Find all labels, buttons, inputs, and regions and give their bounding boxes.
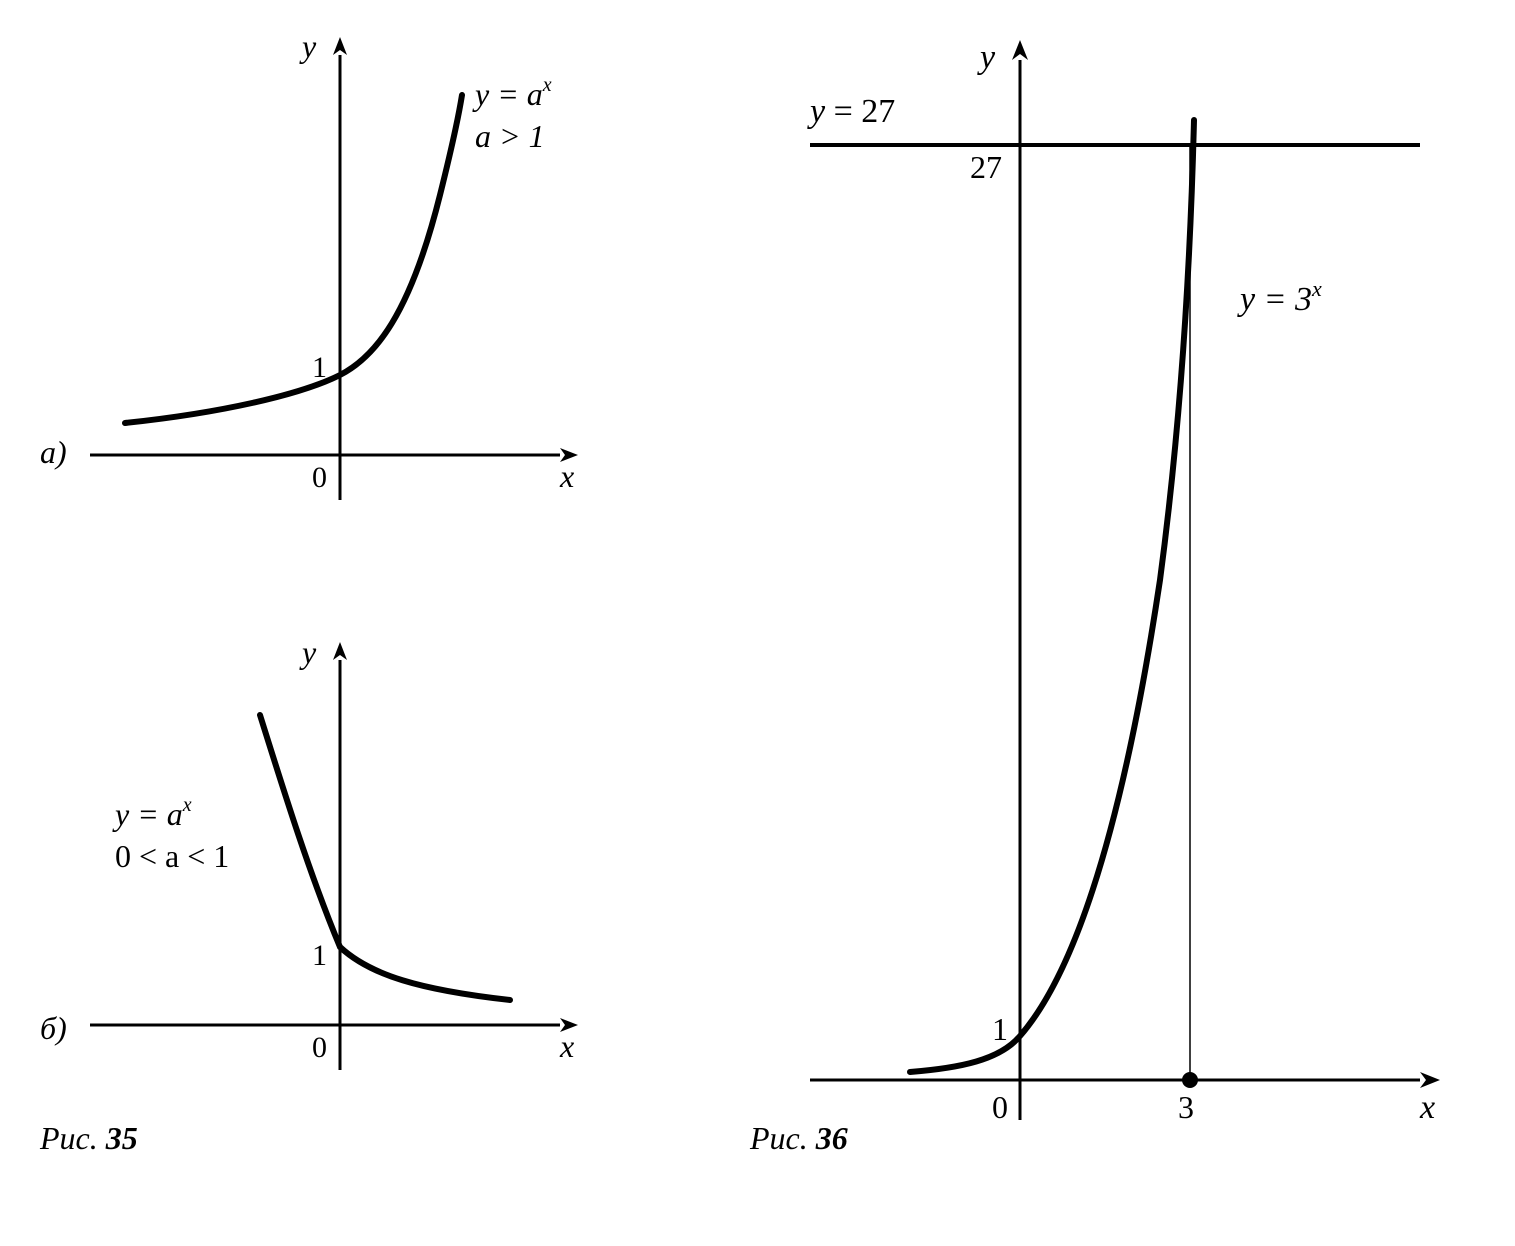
eq-a: y = ax [472, 74, 552, 112]
cond-a: a > 1 [475, 118, 545, 154]
y-label: y [299, 634, 317, 670]
y-label: y [977, 39, 996, 76]
x-label: x [1419, 1089, 1435, 1126]
y-arrow [333, 37, 347, 55]
fig36: y x 0 1 3 27 y = 27 y = 3x [720, 20, 1480, 1150]
hline-label: y = 27 [807, 93, 895, 130]
y-arrow [1012, 40, 1028, 60]
curve-a-lt-1 [260, 715, 510, 1000]
x-label: x [559, 1028, 574, 1064]
fig35a: y x 0 1 y = ax a > 1 [30, 10, 590, 510]
y-arrow [333, 642, 347, 660]
y-label: y [299, 28, 317, 64]
point-3 [1182, 1072, 1198, 1088]
x-arrow [1420, 1072, 1440, 1088]
origin-label: 0 [312, 1031, 327, 1064]
one-label: 1 [312, 939, 327, 972]
origin-label: 0 [312, 461, 327, 494]
sublabel-a: а) [40, 434, 67, 471]
sublabel-b: б) [40, 1010, 67, 1047]
fig36-caption: Рис. 36 [750, 1120, 848, 1157]
hline-y-label: 27 [970, 149, 1002, 185]
one-label: 1 [992, 1011, 1008, 1047]
fig35-caption: Рис. 35 [40, 1120, 138, 1157]
x-tick-3: 3 [1178, 1089, 1194, 1125]
eq-b: y = ax [112, 794, 192, 832]
eq-36: y = 3x [1237, 276, 1322, 318]
origin-label: 0 [992, 1089, 1008, 1125]
curve-a-gt-1 [125, 95, 462, 423]
x-label: x [559, 458, 574, 494]
one-label: 1 [312, 351, 327, 384]
curve-3x [910, 120, 1194, 1072]
fig35b: y x 0 1 y = ax 0 < a < 1 [30, 610, 590, 1080]
cond-b: 0 < a < 1 [115, 838, 229, 874]
